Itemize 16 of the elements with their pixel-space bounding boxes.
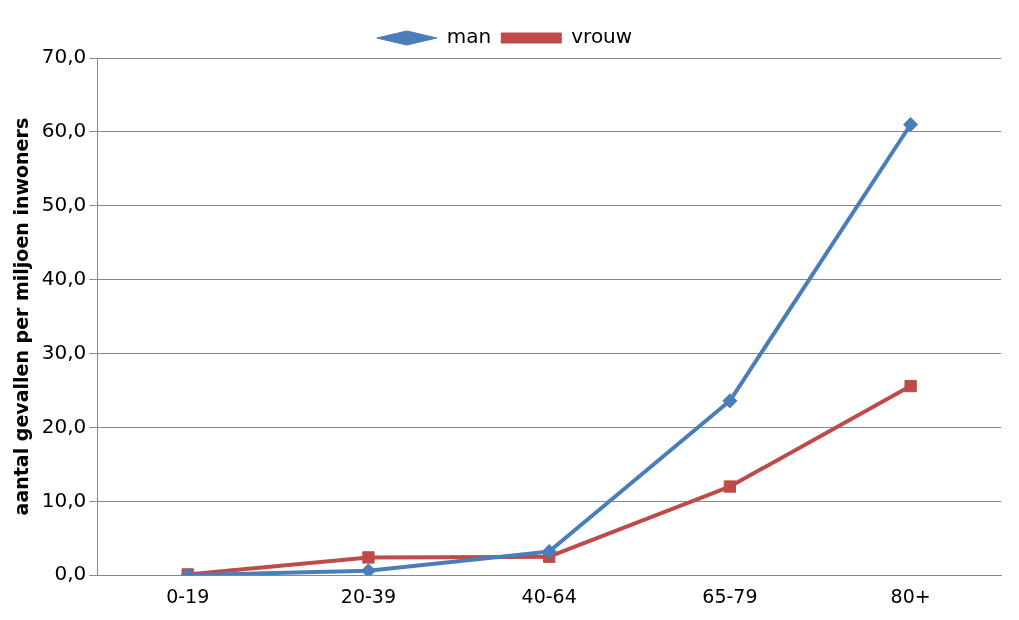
y-tick-label: 0,0 [54, 561, 87, 586]
legend-label: vrouw [571, 24, 633, 49]
x-tick-label: 20-39 [340, 584, 397, 607]
x-tick-label: 40-64 [521, 584, 577, 607]
y-axis-title: aantal gevallen per miljoen inwoners [10, 117, 33, 516]
y-tick-label: 50,0 [41, 191, 87, 216]
x-tick-label: 65-79 [702, 584, 758, 607]
y-tick-label: 70,0 [41, 44, 87, 69]
y-tick-label: 20,0 [41, 413, 87, 438]
x-tick-label: 80+ [890, 584, 931, 607]
legend-label: man [446, 24, 492, 49]
x-tick-label: 0-19 [166, 584, 210, 607]
y-tick-label: 10,0 [41, 487, 87, 512]
y-tick-label: 60,0 [41, 118, 87, 143]
y-tick-label: 40,0 [41, 265, 87, 290]
y-tick-label: 30,0 [41, 339, 87, 364]
